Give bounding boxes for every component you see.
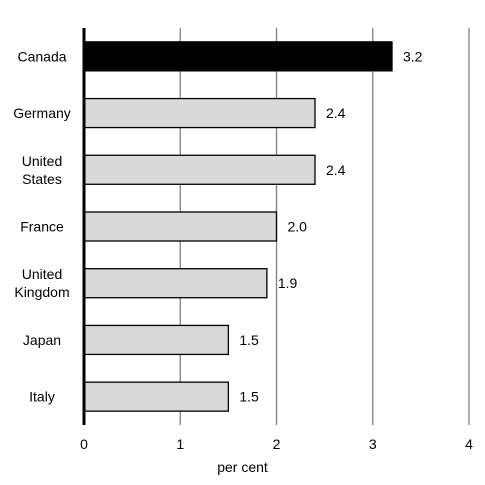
category-label-line: Kingdom <box>14 284 69 300</box>
bar-germany <box>83 97 316 129</box>
category-label-line: Germany <box>13 105 71 121</box>
data-label-italy: 1.5 <box>239 389 259 405</box>
data-label-japan: 1.5 <box>239 332 259 348</box>
category-label-line: Italy <box>29 389 55 405</box>
category-label-line: States <box>22 171 62 187</box>
bar-japan <box>83 324 230 356</box>
x-tick-labels: 0 1 2 3 4 <box>80 436 473 452</box>
data-label-germany: 2.4 <box>326 105 346 121</box>
x-tick-label-0: 0 <box>80 436 88 452</box>
x-axis-title: per cent <box>217 459 268 475</box>
data-label-united-kingdom: 1.9 <box>278 275 298 291</box>
category-label-italy: Italy <box>29 389 55 405</box>
x-tick-label-2: 2 <box>273 436 281 452</box>
category-labels: Canada Germany United States France United Kin… <box>13 48 71 404</box>
category-label-france: France <box>20 219 64 235</box>
x-tick-label-3: 3 <box>369 436 377 452</box>
category-label-line: United <box>22 153 62 169</box>
data-label-canada: 3.2 <box>403 48 423 64</box>
bar-italy <box>83 381 230 412</box>
bar-france <box>83 211 278 242</box>
category-label-line: Canada <box>17 48 66 64</box>
x-tick-label-1: 1 <box>176 436 184 452</box>
category-label-japan: Japan <box>23 332 61 348</box>
data-label-united-states: 2.4 <box>326 162 346 178</box>
data-label-france: 2.0 <box>288 219 308 235</box>
category-label-line: France <box>20 219 64 235</box>
category-label-canada: Canada <box>17 48 66 64</box>
category-label-united-kingdom: United Kingdom <box>14 266 69 300</box>
bar-united-states <box>83 154 316 185</box>
category-label-line: United <box>22 266 62 282</box>
category-label-united-states: United States <box>22 153 62 187</box>
category-label-line: Japan <box>23 332 61 348</box>
x-tick-label-4: 4 <box>465 436 473 452</box>
category-label-germany: Germany <box>13 105 71 121</box>
bar-canada <box>83 41 393 72</box>
data-labels: 3.2 2.4 2.4 2.0 1.9 1.5 1.5 <box>239 48 422 404</box>
bars <box>83 41 393 412</box>
bar-united-kingdom <box>83 268 268 299</box>
